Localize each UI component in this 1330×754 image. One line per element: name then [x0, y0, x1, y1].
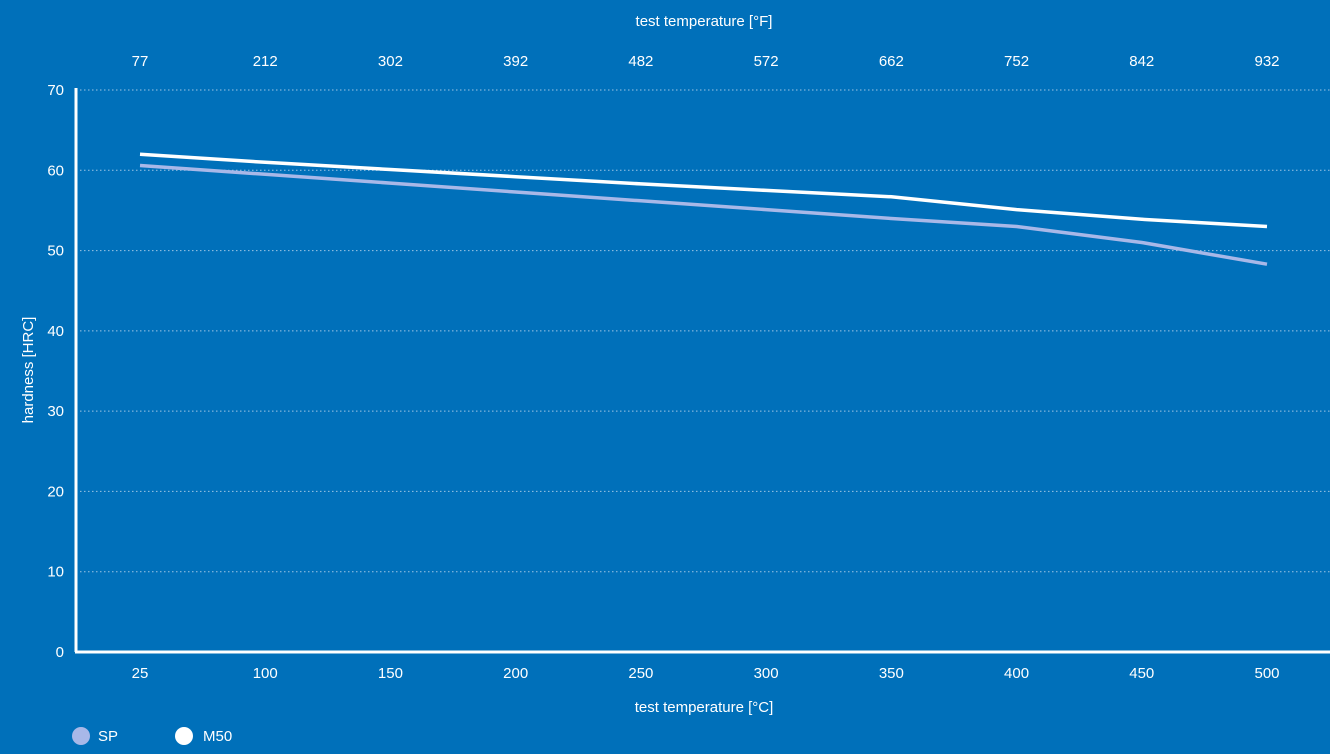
x2-tick-label: 752 [1004, 53, 1029, 70]
x2-tick-label: 302 [378, 53, 403, 70]
series-line-m50 [139, 152, 1268, 229]
x-tick-label: 300 [754, 665, 779, 682]
legend: SP M50 [72, 727, 232, 745]
y-tick-label: 50 [47, 243, 64, 260]
x2-tick-labels: 77 212 302 392 482 572 662 752 842 932 [132, 53, 1280, 70]
y-tick-label: 30 [47, 403, 64, 420]
x-tick-label: 400 [1004, 665, 1029, 682]
x2-axis-title: test temperature [°F] [636, 13, 773, 30]
legend-item-m50: M50 [175, 727, 232, 745]
y-tick-label: 0 [56, 644, 64, 661]
legend-label-sp: SP [98, 728, 118, 745]
x2-tick-label: 662 [879, 53, 904, 70]
series-line-sp [139, 163, 1268, 266]
x2-tick-label: 932 [1254, 53, 1279, 70]
x-tick-label: 350 [879, 665, 904, 682]
legend-label-m50: M50 [203, 728, 232, 745]
x-tick-label: 500 [1254, 665, 1279, 682]
y-tick-labels: 0 10 20 30 40 50 60 70 [47, 82, 64, 661]
y-axis-title: hardness [HRC] [20, 317, 37, 424]
x-tick-label: 150 [378, 665, 403, 682]
x2-tick-label: 572 [754, 53, 779, 70]
y-tick-label: 60 [47, 162, 64, 179]
x-tick-label: 450 [1129, 665, 1154, 682]
x2-tick-label: 842 [1129, 53, 1154, 70]
legend-marker-m50 [175, 727, 193, 745]
y-tick-label: 70 [47, 82, 64, 99]
x2-tick-label: 482 [628, 53, 653, 70]
x-tick-labels: 25 100 150 200 250 300 350 400 450 500 [132, 665, 1280, 682]
y-tick-label: 10 [47, 564, 64, 581]
gridlines [76, 89, 1330, 573]
legend-marker-sp [72, 727, 90, 745]
x-tick-label: 250 [628, 665, 653, 682]
x-tick-label: 100 [253, 665, 278, 682]
x-axis-title: test temperature [°C] [635, 699, 774, 716]
y-tick-label: 20 [47, 483, 64, 500]
legend-item-sp: SP [72, 727, 118, 745]
x-tick-label: 200 [503, 665, 528, 682]
y-tick-label: 40 [47, 323, 64, 340]
x-tick-label: 25 [132, 665, 149, 682]
x2-tick-label: 212 [253, 53, 278, 70]
x2-tick-label: 77 [132, 53, 149, 70]
series-lines [139, 152, 1268, 266]
x2-tick-label: 392 [503, 53, 528, 70]
